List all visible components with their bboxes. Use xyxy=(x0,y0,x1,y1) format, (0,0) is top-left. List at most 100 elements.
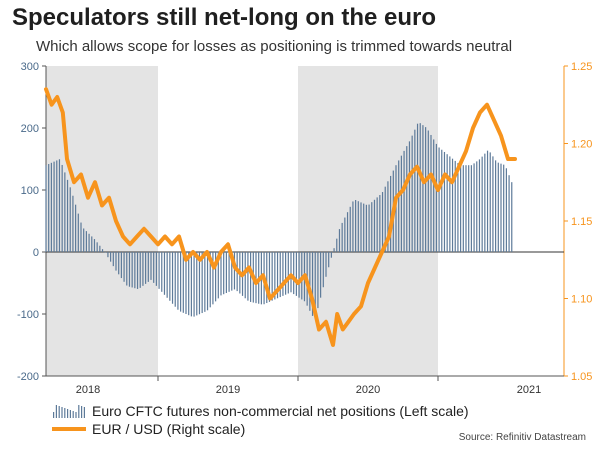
bar xyxy=(204,252,206,312)
bar xyxy=(293,252,295,295)
bar xyxy=(268,252,271,302)
x-tick-label-2018: 2018 xyxy=(76,384,100,396)
bar xyxy=(198,252,201,315)
bar xyxy=(478,159,481,252)
bar xyxy=(274,252,276,300)
bar xyxy=(136,252,139,289)
bar xyxy=(406,146,408,252)
bar xyxy=(311,252,314,316)
bar xyxy=(390,175,392,252)
bar xyxy=(314,252,316,319)
legend-bar xyxy=(72,411,74,418)
bar xyxy=(433,139,435,252)
bar xyxy=(66,179,69,252)
bar xyxy=(503,164,505,252)
bar xyxy=(120,252,122,279)
bar xyxy=(139,252,141,288)
bar xyxy=(128,252,131,287)
bar xyxy=(441,149,443,252)
legend-bar xyxy=(78,405,80,418)
bar xyxy=(228,252,230,292)
bar xyxy=(497,162,499,252)
bar xyxy=(454,160,456,252)
bar xyxy=(443,151,446,252)
bar xyxy=(425,127,427,252)
bar xyxy=(77,213,79,252)
bar xyxy=(398,160,400,252)
right-tick-label: 1.05 xyxy=(571,371,592,383)
bar xyxy=(75,204,77,252)
bar xyxy=(325,252,327,277)
legend-bars-swatch xyxy=(53,405,85,418)
left-tick-label: 100 xyxy=(21,185,39,197)
bar xyxy=(449,156,451,252)
bar xyxy=(104,252,106,253)
bar xyxy=(158,252,160,289)
bar xyxy=(185,252,187,314)
bar xyxy=(161,252,163,292)
bar xyxy=(411,135,413,252)
bar xyxy=(416,123,419,252)
bar xyxy=(196,252,198,316)
bar xyxy=(145,252,147,284)
bar xyxy=(166,252,168,298)
bar xyxy=(470,165,472,252)
x-tick-label-2021: 2021 xyxy=(517,384,541,396)
bar xyxy=(271,252,273,301)
bar xyxy=(346,212,349,252)
left-tick-label: -100 xyxy=(17,309,39,321)
bar xyxy=(285,252,287,295)
bar xyxy=(357,201,359,252)
bar xyxy=(495,160,497,252)
bar xyxy=(118,252,120,275)
bar xyxy=(408,141,411,252)
bar xyxy=(419,123,421,253)
source-note: Source: Refinitiv Datastream xyxy=(458,432,586,443)
bar xyxy=(169,252,171,301)
bar xyxy=(85,231,87,252)
bar xyxy=(317,252,319,309)
right-tick-label: 1.25 xyxy=(571,61,592,73)
bar-series xyxy=(45,123,513,319)
bar xyxy=(438,147,440,252)
bar xyxy=(163,252,166,295)
bar xyxy=(99,245,101,252)
bar xyxy=(123,252,125,282)
bar xyxy=(53,161,55,252)
bar xyxy=(247,252,249,301)
bar xyxy=(333,248,335,252)
bar xyxy=(505,168,507,252)
right-tick-label: 1.20 xyxy=(571,139,592,151)
bar xyxy=(349,206,351,252)
bar xyxy=(147,252,149,282)
chart-title: Speculators still net-long on the euro xyxy=(12,4,437,31)
bar xyxy=(486,150,489,252)
bar xyxy=(489,152,491,252)
legend-bar xyxy=(83,407,85,418)
bar xyxy=(58,159,61,252)
bar xyxy=(403,150,405,252)
legend-item-line: EUR / USD (Right scale) xyxy=(52,420,469,438)
bar xyxy=(91,236,93,252)
bar xyxy=(481,156,483,252)
bar xyxy=(115,252,117,271)
bar xyxy=(484,153,486,252)
chart-subtitle: Which allows scope for losses as positio… xyxy=(36,38,513,55)
bar xyxy=(290,252,292,293)
bar xyxy=(309,252,311,311)
bar xyxy=(381,192,384,252)
right-tick-label: 1.15 xyxy=(571,216,592,228)
bar xyxy=(212,252,214,305)
legend-bar xyxy=(81,406,83,418)
bar xyxy=(492,156,494,252)
bar xyxy=(225,252,227,294)
bar xyxy=(322,252,324,288)
bar xyxy=(223,252,225,295)
bar xyxy=(338,229,341,252)
bar xyxy=(201,252,203,314)
bar xyxy=(330,252,332,258)
bar xyxy=(379,195,381,252)
bar xyxy=(231,252,233,291)
bar xyxy=(56,160,58,252)
bar xyxy=(190,252,192,317)
